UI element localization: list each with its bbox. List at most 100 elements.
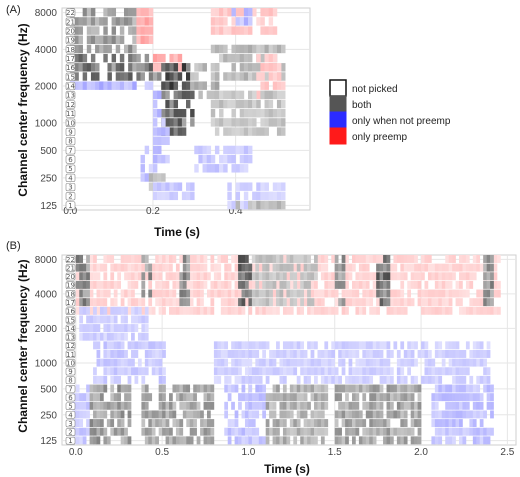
channel-box xyxy=(65,255,76,264)
heatmap-cell xyxy=(144,306,149,315)
heatmap-cell xyxy=(96,315,101,324)
heatmap-cell xyxy=(117,384,121,393)
heatmap-cell xyxy=(345,410,349,419)
heatmap-cell xyxy=(348,350,353,358)
heatmap-cell xyxy=(286,263,291,272)
heatmap-cell xyxy=(172,255,177,263)
heatmap-cell xyxy=(169,127,174,136)
heatmap-cell xyxy=(459,280,463,289)
heatmap-cell xyxy=(476,384,481,393)
heatmap-cell xyxy=(490,401,494,410)
heatmap-cell xyxy=(293,419,298,428)
heatmap-cell xyxy=(177,63,183,72)
heatmap-cell xyxy=(182,263,187,272)
heatmap-cell xyxy=(234,272,239,281)
heatmap-cell xyxy=(117,358,121,367)
heatmap-cell xyxy=(362,358,367,367)
heatmap-cell xyxy=(293,255,298,263)
heatmap-cell xyxy=(169,81,174,90)
heatmap-cell xyxy=(452,375,456,384)
channel-box xyxy=(65,118,76,127)
channel-label: 7 xyxy=(68,147,72,155)
heatmap-cell xyxy=(338,298,342,307)
heatmap-cell xyxy=(128,63,133,72)
heatmap-cell xyxy=(220,306,225,315)
heatmap-cell xyxy=(262,393,266,402)
heatmap-cell xyxy=(483,436,487,445)
heatmap-cell xyxy=(148,272,153,281)
heatmap-cell xyxy=(243,44,249,54)
heatmap-cell xyxy=(345,384,349,393)
heatmap-cell xyxy=(252,8,257,17)
channel-box xyxy=(65,100,76,109)
channel-box xyxy=(65,91,76,100)
heatmap-cell xyxy=(310,358,315,367)
heatmap-cell xyxy=(331,306,336,315)
heatmap-cell xyxy=(376,358,380,367)
heatmap-cell xyxy=(248,358,253,367)
heatmap-cell xyxy=(307,384,311,393)
heatmap-cell xyxy=(90,53,96,63)
heatmap-cell xyxy=(358,298,363,307)
heatmap-cell xyxy=(134,255,139,263)
heatmap-cell xyxy=(193,410,197,419)
heatmap-cell xyxy=(400,393,405,402)
heatmap-cell xyxy=(169,109,174,118)
heatmap-cell xyxy=(293,367,298,376)
heatmap-cell xyxy=(75,419,80,428)
heatmap-cell xyxy=(417,350,422,358)
heatmap-cell xyxy=(141,324,146,333)
heatmap-cell xyxy=(214,17,220,26)
heatmap-cell xyxy=(175,272,180,281)
heatmap-cell xyxy=(320,384,325,393)
heatmap-cell xyxy=(148,419,153,428)
heatmap-cell xyxy=(155,419,159,428)
heatmap-cell xyxy=(434,289,439,298)
heatmap-cell xyxy=(120,332,125,341)
heatmap-cell xyxy=(194,72,199,81)
heatmap-cell xyxy=(75,280,80,289)
heatmap-cell xyxy=(469,280,474,289)
heatmap-cell xyxy=(352,427,356,436)
heatmap-cell xyxy=(296,298,301,307)
heatmap-cell xyxy=(260,63,265,72)
heatmap-cell xyxy=(152,72,158,81)
heatmap-cell xyxy=(231,306,235,315)
heatmap-cell xyxy=(141,255,146,263)
channel-box xyxy=(65,298,76,307)
heatmap-cell xyxy=(186,182,191,191)
heatmap-cell xyxy=(438,350,443,358)
heatmap-cell xyxy=(355,341,360,350)
heatmap-cell xyxy=(317,298,322,307)
heatmap-cell xyxy=(410,419,415,428)
heatmap-cell xyxy=(389,306,394,315)
heatmap-cell xyxy=(276,263,280,272)
heatmap-cell xyxy=(93,410,97,419)
heatmap-cell xyxy=(103,280,108,289)
heatmap-cell xyxy=(264,72,269,81)
heatmap-cell xyxy=(148,17,154,26)
heatmap-cell xyxy=(307,289,311,298)
heatmap-cell xyxy=(134,280,139,289)
heatmap-cell xyxy=(486,401,491,410)
heatmap-cell xyxy=(486,393,491,402)
heatmap-cell xyxy=(462,375,467,384)
heatmap-cell xyxy=(355,419,360,428)
heatmap-cell xyxy=(128,72,133,81)
heatmap-cell xyxy=(186,419,191,428)
heatmap-cell xyxy=(169,427,173,436)
heatmap-cell xyxy=(252,109,257,118)
channel-box xyxy=(65,54,76,63)
heatmap-cell xyxy=(476,255,481,263)
heatmap-cell xyxy=(459,272,463,281)
heatmap-cell xyxy=(252,44,257,54)
heatmap-cell xyxy=(281,63,286,72)
heatmap-cell xyxy=(486,306,491,315)
heatmap-cell xyxy=(243,182,249,191)
heatmap-cell xyxy=(144,401,149,410)
heatmap-cell xyxy=(434,341,439,350)
heatmap-cell xyxy=(260,17,265,26)
legend-label-only-preemp: only preemp xyxy=(352,132,407,143)
heatmap-cell xyxy=(144,410,149,419)
heatmap-cell xyxy=(119,53,125,63)
